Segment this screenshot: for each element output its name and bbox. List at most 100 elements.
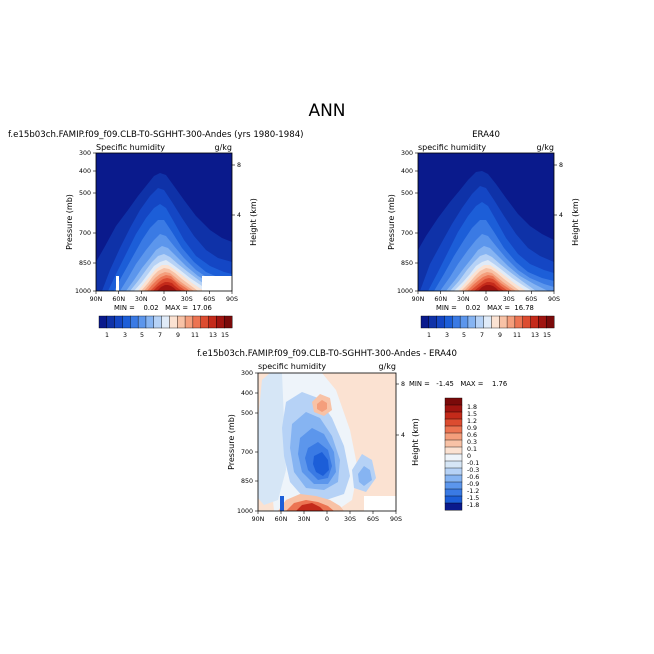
y-right-tick-label: 4 (559, 212, 563, 219)
y-tick-label: 400 (401, 168, 413, 175)
colorbar-label: 11 (513, 332, 521, 339)
x-tick-label: 60S (367, 516, 379, 523)
axis-ticks (93, 152, 235, 294)
level-fill (296, 503, 324, 511)
colorbar-swatch (444, 439, 463, 448)
min-max-stats: MIN = -1.45 MAX = 1.76 (409, 380, 507, 388)
x-tick-label: 60N (275, 516, 288, 523)
colorbar-swatch (444, 467, 463, 476)
axis-ticks (415, 152, 557, 294)
y-right-tick-label: 8 (559, 162, 563, 169)
colorbar-swatch (459, 315, 469, 329)
colorbar-swatch (137, 315, 147, 329)
colorbar-swatch (161, 315, 170, 329)
colorbar-label: 3 (445, 332, 449, 339)
colorbar-label: 0.1 (467, 446, 477, 453)
x-tick-label: 0 (162, 296, 166, 303)
colorbar-swatch (444, 495, 463, 504)
colorbar-swatch (177, 315, 186, 329)
x-tick-label: 30S (181, 296, 193, 303)
colorbar-swatch (444, 418, 463, 427)
x-tick-label: 30S (344, 516, 356, 523)
y-axis-label: Pressure (mb) (65, 194, 74, 250)
colorbar-label: 7 (480, 332, 484, 339)
colorbar-swatch (444, 474, 463, 483)
colorbar-label: -0.6 (467, 474, 479, 481)
x-tick-label: 90S (390, 516, 402, 523)
colorbar-label: -0.9 (467, 481, 479, 488)
colorbar-label: 1.5 (467, 411, 477, 418)
level-fill (313, 452, 329, 476)
y-tick-label: 1000 (397, 288, 413, 295)
colorbar-swatch (522, 315, 531, 329)
x-tick-label: 30N (457, 296, 470, 303)
colorbar-label: -1.5 (467, 495, 479, 502)
colorbar-swatch (106, 315, 116, 329)
colorbar-label: 15 (221, 332, 229, 339)
colorbar-swatch (169, 315, 178, 329)
terrain-mask (116, 276, 119, 291)
panel-subtitle-left: Specific humidity (96, 143, 165, 152)
colorbar-swatch (98, 315, 108, 329)
min-max-stats: MIN = 0.02 MAX = 16.78 (436, 304, 534, 312)
contour-field (418, 153, 554, 291)
panel-subtitle-right: g/kg (215, 143, 232, 152)
colorbar-swatch (444, 404, 463, 413)
y-tick-label: 400 (241, 390, 253, 397)
colorbar-label: -1.8 (467, 502, 479, 509)
panel-subtitle-right: g/kg (379, 362, 396, 371)
colorbar-label: 7 (158, 332, 162, 339)
colorbar-swatch (499, 315, 508, 329)
colorbar (444, 397, 463, 511)
y-tick-label: 400 (79, 168, 91, 175)
colorbar-swatch (444, 411, 463, 420)
level-fill (258, 373, 286, 505)
colorbar-swatch (444, 432, 463, 441)
panel-subtitle-right: g/kg (537, 143, 554, 152)
level-fill (317, 400, 327, 412)
colorbar-swatch (208, 315, 217, 329)
y-tick-label: 700 (241, 449, 253, 456)
x-tick-label: 0 (325, 516, 329, 523)
colorbar-label: 5 (462, 332, 466, 339)
y-tick-label: 850 (79, 260, 91, 267)
colorbar (98, 315, 233, 329)
colorbar-swatch (192, 315, 202, 329)
terrain-mask (202, 276, 232, 291)
colorbar-label: 1 (105, 332, 109, 339)
colorbar-swatch (420, 315, 430, 329)
x-tick-label: 30N (298, 516, 311, 523)
x-tick-label: 60S (525, 296, 537, 303)
x-tick-label: 30N (135, 296, 148, 303)
x-tick-label: 90N (90, 296, 103, 303)
colorbar-swatch (428, 315, 438, 329)
panel-difference: f.e15b03ch.FAMIP.f09_f09.CLB-T0-SGHHT-30… (197, 349, 507, 523)
contour-field (96, 153, 232, 291)
terrain-mask (364, 496, 396, 511)
colorbar-swatch (436, 315, 445, 329)
y-tick-label: 300 (79, 150, 91, 157)
panel-subtitle-left: specific humidity (418, 143, 486, 152)
colorbar-swatch (153, 315, 162, 329)
colorbar-label: 1.8 (467, 404, 477, 411)
axis-ticks (255, 372, 399, 514)
y-tick-label: 700 (401, 230, 413, 237)
x-tick-label: 90S (226, 296, 238, 303)
y-tick-label: 850 (401, 260, 413, 267)
x-tick-label: 90N (252, 516, 265, 523)
x-tick-label: 90N (412, 296, 425, 303)
colorbar-swatch (475, 315, 484, 329)
y-right-tick-label: 8 (401, 381, 405, 388)
panel-title: f.e15b03ch.FAMIP.f09_f09.CLB-T0-SGHHT-30… (8, 130, 304, 140)
y-right-tick-label: 8 (237, 162, 241, 169)
colorbar-swatch (200, 315, 209, 329)
panel-title: f.e15b03ch.FAMIP.f09_f09.CLB-T0-SGHHT-30… (197, 349, 457, 359)
colorbar-swatch (444, 502, 463, 511)
level-fill (358, 466, 372, 486)
colorbar-swatch (145, 315, 155, 329)
colorbar-swatch (444, 446, 463, 455)
colorbar-label: -1.2 (467, 488, 479, 495)
colorbar-swatch (130, 315, 139, 329)
y-tick-label: 1000 (75, 288, 91, 295)
